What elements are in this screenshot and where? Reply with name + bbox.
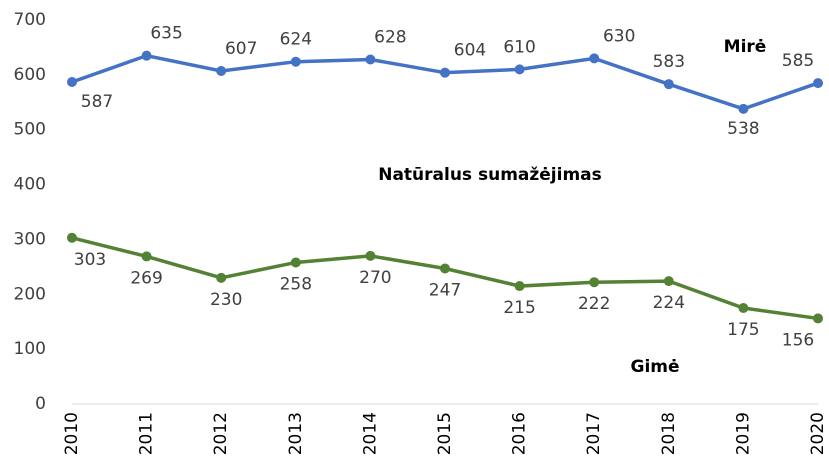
y-tick-label: 0 — [35, 394, 46, 414]
y-tick-label: 300 — [14, 229, 46, 249]
point — [813, 313, 823, 324]
point — [365, 54, 376, 65]
data-label: 610 — [503, 37, 535, 57]
point — [813, 78, 823, 89]
data-label: 269 — [130, 268, 162, 288]
point — [141, 251, 152, 262]
data-label: 224 — [653, 293, 685, 313]
point — [589, 277, 600, 288]
data-label: 587 — [81, 92, 113, 112]
y-tick-label: 700 — [14, 10, 46, 30]
data-label: 585 — [782, 51, 814, 71]
point — [290, 56, 301, 67]
point — [67, 232, 77, 243]
y-tick-label: 400 — [14, 175, 46, 195]
data-label: 230 — [210, 290, 242, 310]
point — [663, 79, 674, 90]
point — [290, 257, 301, 268]
data-label: 247 — [429, 281, 461, 301]
y-tick-label: 500 — [14, 120, 46, 140]
series-name: Mirė — [724, 37, 767, 57]
data-label: 258 — [280, 274, 312, 294]
point — [738, 103, 749, 114]
x-tick-label: 2014 — [360, 412, 380, 455]
x-tick-label: 2018 — [659, 412, 679, 455]
x-tick-label: 2013 — [286, 412, 306, 455]
data-label: 583 — [653, 52, 685, 72]
point — [67, 76, 77, 87]
point — [216, 272, 227, 283]
x-tick-label: 2012 — [211, 412, 231, 455]
data-label: 630 — [603, 26, 635, 46]
series-name: Gimė — [630, 357, 679, 377]
data-label: 175 — [727, 320, 759, 340]
data-label: 156 — [782, 330, 814, 350]
data-label: 215 — [503, 298, 535, 318]
data-label: 303 — [74, 250, 106, 270]
data-label: 607 — [225, 39, 257, 59]
point — [589, 53, 600, 64]
point — [738, 303, 749, 313]
data-label: 628 — [374, 27, 406, 47]
y-tick-label: 100 — [14, 339, 46, 359]
x-tick-label: 2017 — [584, 412, 604, 455]
annotation: Natūralus sumažėjimas — [378, 165, 602, 185]
series-line — [71, 53, 819, 111]
x-tick-label: 2010 — [62, 412, 82, 455]
point — [663, 276, 674, 287]
data-label: 604 — [454, 41, 486, 61]
y-tick-label: 200 — [14, 284, 46, 304]
data-label: 222 — [578, 294, 610, 314]
point — [514, 64, 525, 75]
point — [141, 50, 152, 61]
point — [440, 263, 450, 274]
series-line — [71, 236, 819, 321]
data-label: 538 — [727, 119, 759, 139]
x-tick-label: 2020 — [808, 412, 828, 455]
point — [365, 250, 376, 261]
data-label: 624 — [280, 30, 312, 50]
x-tick-label: 2016 — [510, 412, 530, 455]
x-tick-label: 2019 — [733, 412, 753, 455]
x-tick-label: 2015 — [435, 412, 455, 455]
x-tick-label: 2011 — [137, 412, 157, 455]
point — [216, 66, 227, 77]
y-tick-label: 600 — [14, 65, 46, 85]
point — [440, 67, 450, 78]
data-label: 270 — [359, 268, 391, 288]
point — [514, 281, 525, 292]
data-label: 635 — [150, 24, 182, 44]
